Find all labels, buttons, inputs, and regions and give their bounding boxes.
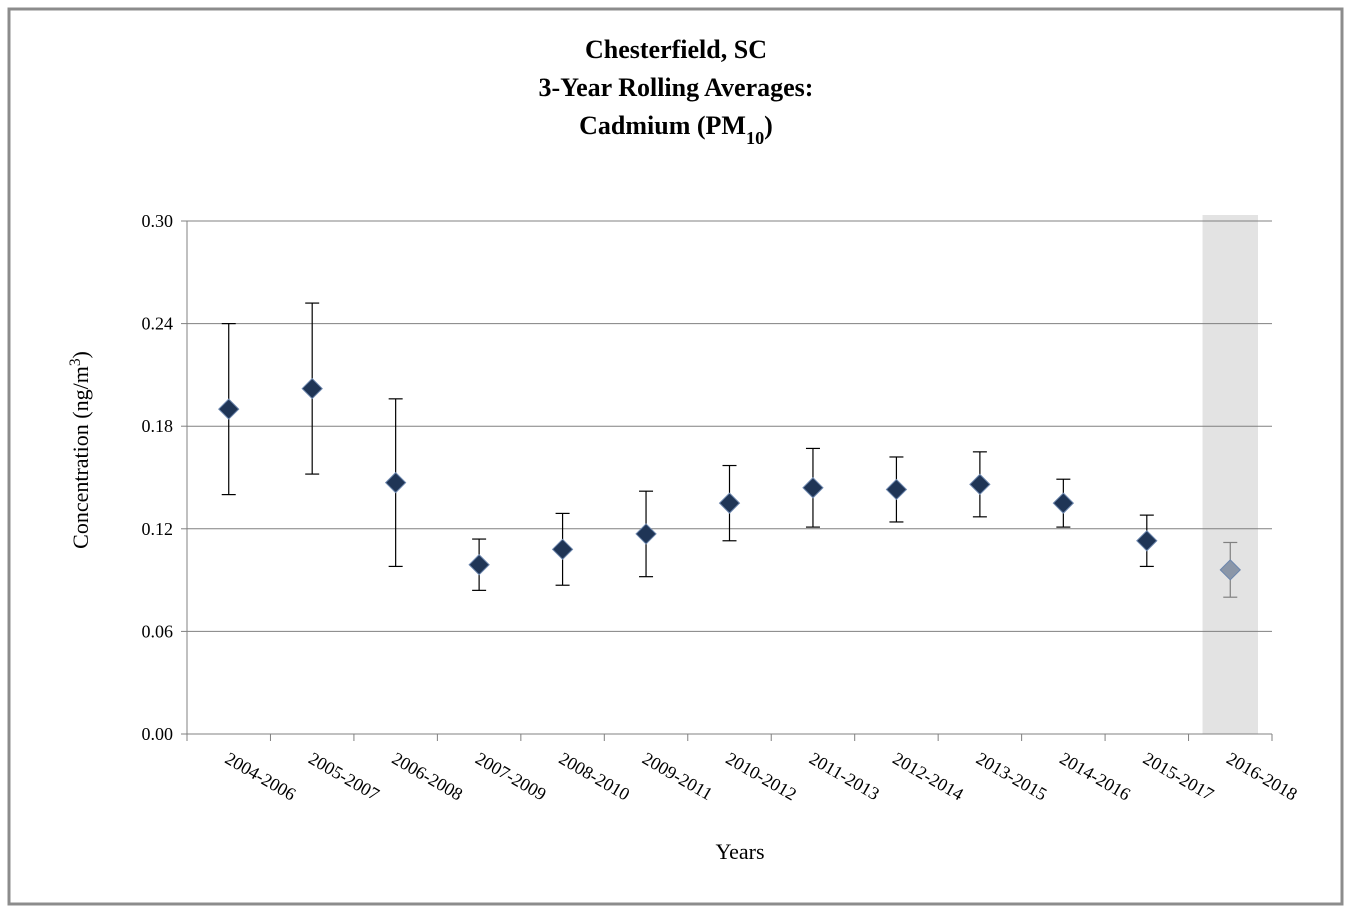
x-axis-title: Years bbox=[715, 839, 764, 864]
chart-title: Chesterfield, SC bbox=[585, 35, 767, 64]
text-part: Concentration (ng/m bbox=[68, 366, 93, 549]
data-point bbox=[384, 471, 407, 494]
y-tick-label: 0.30 bbox=[142, 211, 174, 231]
text-part: Cadmium (PM bbox=[579, 111, 746, 140]
data-point bbox=[1136, 530, 1158, 552]
data-point bbox=[551, 538, 574, 561]
data-point bbox=[635, 523, 657, 545]
chart-border bbox=[7, 7, 1344, 906]
chart-title: Cadmium (PM10) bbox=[579, 111, 773, 148]
text-part: 10 bbox=[746, 128, 764, 148]
data-point bbox=[468, 554, 490, 576]
chart-title: 3-Year Rolling Averages: bbox=[539, 73, 814, 102]
data-point bbox=[969, 473, 991, 496]
data-point bbox=[1219, 559, 1241, 581]
y-tick-label: 0.06 bbox=[142, 621, 174, 641]
data-point bbox=[1052, 492, 1075, 514]
text-part: Chesterfield, SC bbox=[585, 35, 767, 64]
y-tick-label: 0.00 bbox=[142, 724, 174, 744]
data-point bbox=[301, 377, 323, 400]
y-axis-title: Concentration (ng/m3) bbox=[67, 351, 94, 549]
text-part: 3 bbox=[67, 358, 84, 366]
data-point bbox=[802, 477, 824, 499]
data-point bbox=[718, 492, 741, 514]
text-part: ) bbox=[764, 111, 773, 140]
text-part: 3-Year Rolling Averages: bbox=[539, 73, 814, 102]
shaded-band bbox=[1202, 215, 1258, 734]
data-point bbox=[218, 398, 240, 420]
y-tick-label: 0.12 bbox=[142, 519, 174, 539]
data-point bbox=[885, 478, 908, 501]
y-tick-label: 0.24 bbox=[142, 314, 174, 334]
y-tick-label: 0.18 bbox=[142, 416, 174, 436]
text-part: ) bbox=[68, 351, 93, 358]
